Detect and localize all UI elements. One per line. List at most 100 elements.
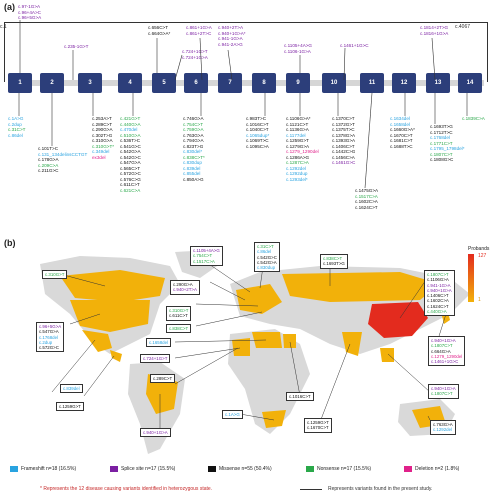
variant-label: c.1279G>A (286, 143, 310, 149)
variant-label: c.547G>A (39, 329, 59, 335)
variant-label: c.1136G>A (286, 127, 309, 132)
variant-label: c.830dup (257, 265, 276, 271)
exon-11: 11 (360, 73, 384, 93)
var-group-below-e10: c.1370C>T c.1372G>T c.1375T>C c.1378G>A c.13… (332, 116, 355, 166)
exon-5: 5 (152, 73, 176, 93)
variant-label: c.1771C>T (430, 140, 453, 146)
var-group-above-e1: c.97-1G>A c.96+4A>C c.96+5G>A (18, 4, 41, 21)
footnote-star: * Represents the 12 disease causing vari… (40, 486, 213, 492)
variant-label: c.1406C>T (332, 143, 355, 149)
panel-a-label: (a) (4, 2, 15, 12)
legend: Frameshift n=18 (16.5%) Splice site n=17… (0, 466, 500, 480)
legend-splice: Splice site n=17 (15.5%) (110, 466, 175, 472)
variant-label: c.759G>A (183, 127, 204, 132)
variant-label: c.1660G>A* (390, 127, 415, 132)
legend-swatch-missense (208, 466, 216, 472)
variant-label: c.1768del (39, 334, 59, 340)
legend-nonsense-label: Nonsense n=17 (15.5%) (317, 466, 372, 472)
variant-label: c.97-1G>A (18, 4, 41, 9)
var-group-below-e8: c.983T>C c.1016C>T c.1040C>T c.1065dup* c.10… (246, 116, 269, 149)
callout-brazil: c.940+1G>A (140, 428, 171, 438)
variant-label: c.855del (183, 171, 201, 176)
callout-west-africa: c.289C>T (150, 374, 176, 384)
variant-label: c.941-2A>G (218, 41, 243, 47)
variant-label: c.861+2T>C (186, 30, 212, 36)
var-group-above-e5b: c.724+1G>T c.724+1G>A (182, 49, 208, 60)
variant-label: c.178G>A (38, 157, 59, 162)
variant-label: c.1375T>C (332, 127, 355, 132)
variant-label: c.31C>T (257, 244, 274, 249)
variant-label: c.1105+4A>G (193, 248, 220, 253)
variant-label: c.310G>T (169, 308, 189, 313)
variant-label: c.101T>C (38, 146, 59, 151)
variant-label: c.1287C>A (286, 160, 309, 165)
legend-nonsense: Nonsense n=17 (15.5%) (306, 466, 371, 472)
variant-label: c.664G>A* (148, 30, 171, 36)
var-group-below-e11: c.1475G>A c.1517C>A c.1602C>A c.1624C>T (355, 188, 378, 210)
variant-label: c.794G>A (183, 138, 204, 143)
var-group-above-e2-3: c.235-1G>T (64, 44, 88, 50)
variant-label: c.1292dup (286, 171, 308, 176)
exon-1: 1 (8, 73, 32, 93)
variant-label: c.1688T>C (390, 143, 413, 149)
var-group-below-e3: c.253A>T c.289C>T c.290G>A c.302T>G c.310G>A… (92, 116, 114, 160)
exon-13: 13 (426, 73, 450, 93)
variant-label: c.1259G>T (59, 404, 81, 409)
variant-label: c.1286A>G (286, 154, 310, 160)
gene-top-right-tick (487, 22, 488, 82)
variant-label: c.96+4A>C (18, 9, 41, 15)
gene-top-left-tick (4, 22, 5, 82)
callout-australia: c.763G>A c.1292del (430, 420, 456, 435)
variant-label: c.839del (183, 165, 201, 171)
variant-label: c.656C>T (148, 25, 169, 30)
scale-max: 127 (478, 253, 487, 259)
variant-label: c.209C>A (38, 162, 59, 168)
variant-label: c.536T>C (120, 138, 141, 143)
variant-label: c.1069T>C (246, 138, 269, 143)
variant-label: c.1816+1G>A (420, 30, 449, 36)
callout-japan: c.940+1G>A c.1807C>T c.664G>A c.1279_1290de… (428, 336, 466, 367)
var-group-above-e9: c.1105+4A>G c.1106-1G>A (284, 43, 312, 54)
var-group-above-e7: c.940+2T>A c.940+1G>A* c.941-1G>A c.941-2A>… (218, 25, 246, 47)
variant-label: c.1681C>T (390, 138, 413, 143)
variant-label: c.542G>A (257, 259, 277, 265)
var-group-below-e4: c.421G>T c.440G>A c.470del c.510G>A c.536T>C… (120, 116, 141, 193)
var-group-below-e2: c.101T>C c.131_134delinsCCTGT c.178G>A c.20… (38, 146, 87, 174)
variant-label: c.1814+2T>G (420, 25, 449, 30)
variant-label: c.1106G>A* (286, 116, 311, 121)
connector-lines (18, 20, 468, 189)
variant-label: c.838C>T* (183, 154, 205, 160)
variant-label: c.1839C>A (462, 116, 485, 121)
variant-label: c.1795_1798del* (430, 146, 465, 151)
variant-label: c.1292del (286, 165, 306, 171)
exon-3: 3 (78, 73, 102, 93)
variant-label: c.542G>A (120, 149, 141, 154)
variant-label: c.576C>G (120, 176, 141, 182)
variant-label: c.1461+1G>C (340, 43, 369, 48)
variant-label: c.302T>G (92, 132, 113, 138)
variant-label: c.310G>T* (92, 143, 115, 149)
variant-label: c.1279_1290del (286, 149, 319, 154)
exon-7: 7 (218, 73, 242, 93)
variant-label: c.96+5G>A (39, 324, 62, 329)
variant-label: c.850A>G (183, 176, 204, 182)
variant-label: c.940+1G>A (431, 338, 456, 343)
variant-label: c.542G>C (120, 154, 141, 160)
variant-label: c.1624C>T (355, 204, 378, 210)
variant-label: c.1808G>C (430, 157, 454, 162)
variant-label: c.565C>T (120, 165, 141, 171)
variant-label: c.1095C>A (246, 143, 269, 149)
variant-label: c.86del (257, 249, 272, 255)
variant-label: c.440G>A (427, 309, 447, 315)
variant-label: c.131_134delinsCCTGT (38, 151, 88, 157)
var-group-below-e9: c.1106G>A* c.1121C>T c.1136G>A c.1177del c.1… (286, 116, 319, 182)
variant-label: c.941-1G>A (218, 36, 243, 41)
callout-canada: c.310G>T (42, 270, 68, 280)
variant-label: c.86del (8, 132, 23, 138)
variant-label: c.838C>T (169, 326, 189, 331)
var-group-below-e14: c.1839C>A (462, 116, 485, 122)
variant-label: c.940+1G>A* (218, 30, 246, 36)
legend-swatch-frameshift (10, 466, 18, 472)
variant-label: c.541G>C (120, 143, 141, 149)
footnote-line: Represents variants found in the present… (328, 486, 433, 492)
